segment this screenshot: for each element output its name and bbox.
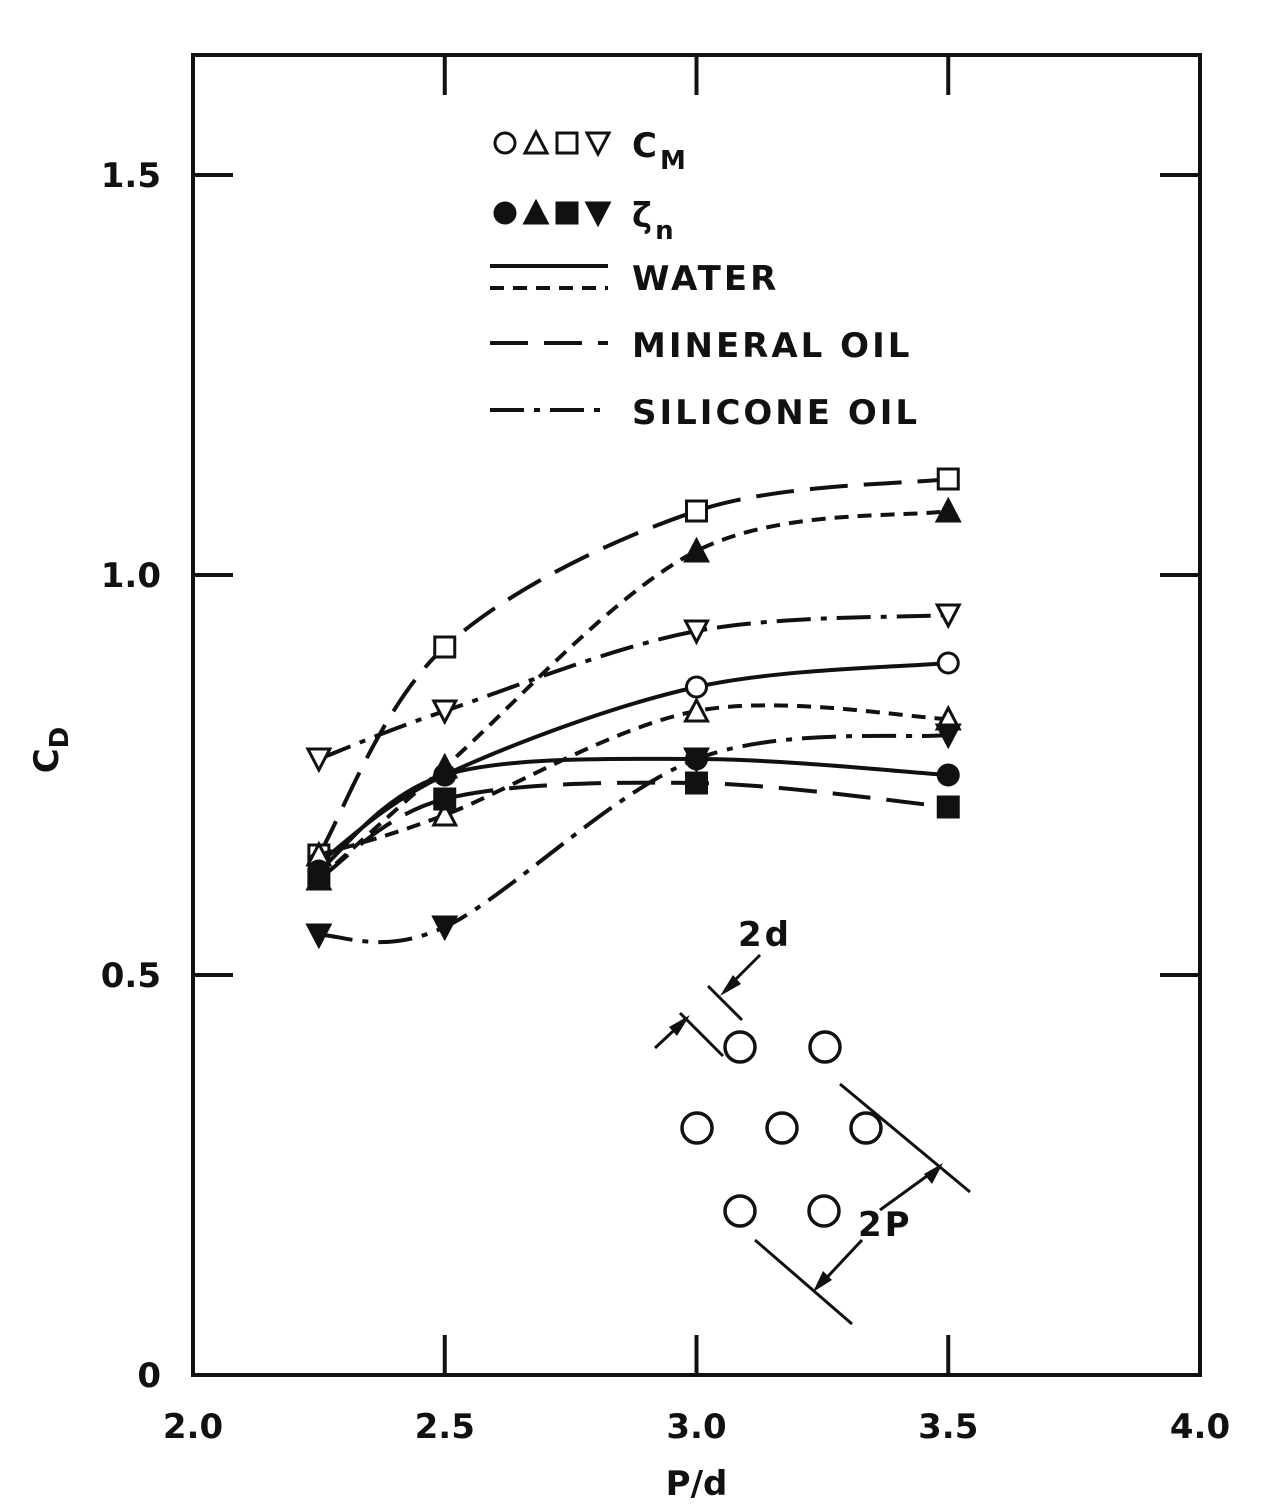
data-point [936, 651, 960, 675]
tube-circle [849, 1111, 883, 1145]
tube-circle [765, 1111, 799, 1145]
data-point [433, 635, 457, 659]
tube-circle [723, 1030, 757, 1064]
arrowhead [669, 1015, 690, 1036]
data-point [584, 131, 612, 158]
data-series [305, 467, 962, 950]
data-point [431, 915, 459, 942]
data-point [584, 201, 612, 228]
data-point [936, 467, 960, 491]
axis-ticks: 2.0 2.5 3.0 3.5 4.0 0 0.5 1.0 1.5 P/d CD [27, 55, 1230, 1504]
data-point [683, 536, 710, 563]
y-tick-label: 1.0 [101, 556, 161, 596]
data-point [305, 923, 333, 950]
data-point [307, 867, 331, 891]
legend-line-label: WATER [632, 259, 779, 299]
tube-circle [807, 1194, 841, 1228]
series-triangle-down-open [305, 603, 962, 774]
data-point [936, 795, 960, 819]
series-line [317, 661, 949, 865]
data-point [433, 787, 457, 811]
x-tick-label: 3.5 [918, 1407, 978, 1447]
y-tick-label: 1.5 [101, 156, 161, 196]
data-point [493, 131, 517, 155]
arrowhead [813, 1271, 832, 1292]
data-point [522, 198, 550, 225]
series-triangle-down-filled [305, 723, 962, 950]
series-line [318, 703, 949, 857]
label-2p: 2P [858, 1205, 913, 1245]
dimension-line [706, 984, 744, 1022]
data-point [685, 499, 708, 523]
tube-circle [808, 1030, 842, 1064]
data-point [934, 496, 962, 523]
legend: CM ζn WATER MINERAL OIL SILICONE OIL [490, 126, 920, 433]
data-point [555, 131, 579, 155]
series-line [317, 477, 949, 857]
data-point [683, 747, 710, 774]
series-line [317, 509, 949, 881]
series-line [317, 780, 949, 881]
data-point [683, 696, 710, 723]
series-square-filled [307, 771, 960, 891]
data-point [934, 723, 962, 750]
arrowhead [720, 975, 741, 996]
series-line [318, 613, 949, 761]
arrowhead [924, 1163, 943, 1184]
legend-line-label: SILICONE OIL [632, 393, 920, 433]
legend-line-label: MINERAL OIL [632, 326, 912, 366]
y-axis-title: CD [27, 727, 75, 774]
label-2d: 2d [738, 915, 792, 955]
data-point [431, 800, 459, 827]
tube-bank-inset: 2d 2P [653, 915, 971, 1326]
data-point [685, 675, 708, 699]
data-point [305, 747, 333, 774]
x-tick-label: 2.5 [415, 1407, 475, 1447]
data-point [493, 201, 517, 225]
series-line [317, 756, 949, 873]
series-line [318, 733, 949, 945]
dimension-line [678, 1011, 725, 1058]
legend-symbol-label: ζn [632, 196, 677, 246]
data-point [555, 201, 579, 225]
data-point [431, 699, 459, 726]
dimension-line [839, 1082, 971, 1194]
series-square-open [307, 467, 960, 867]
dimension-line [754, 1238, 853, 1326]
data-point [522, 128, 550, 155]
tube-circle [680, 1111, 714, 1145]
series-circle-open [307, 651, 960, 875]
x-tick-label: 2.0 [163, 1407, 223, 1447]
x-tick-label: 4.0 [1170, 1407, 1230, 1447]
x-tick-label: 3.0 [666, 1407, 726, 1447]
data-point [683, 619, 710, 646]
legend-symbol-label: CM [632, 126, 689, 176]
data-point [936, 763, 960, 787]
data-point [685, 771, 708, 795]
x-axis-title: P/d [666, 1464, 728, 1504]
tube-circle [723, 1194, 757, 1228]
data-point [934, 603, 962, 630]
data-point [433, 763, 457, 787]
y-tick-label: 0.5 [101, 956, 161, 996]
y-tick-label: 0 [137, 1356, 161, 1396]
